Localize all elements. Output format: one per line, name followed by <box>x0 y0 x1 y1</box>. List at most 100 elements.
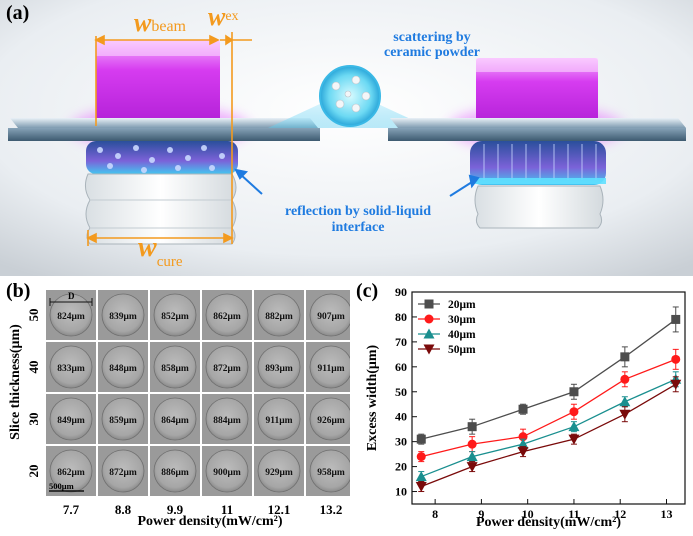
cured-disc <box>101 293 145 337</box>
data-point <box>466 462 478 473</box>
series-line <box>421 383 677 488</box>
cured-disc <box>153 345 197 389</box>
x-tick-label: 8 <box>432 507 438 521</box>
diameter-value: 864μm <box>161 416 189 426</box>
w-beam-subscript: beam <box>151 18 186 35</box>
diameter-value: 862μm <box>213 312 241 322</box>
liquid-layer-left <box>86 141 238 174</box>
x-tick-label: 10 <box>522 507 534 521</box>
w-beam-symbol: wbeam <box>134 10 186 40</box>
cured-disc <box>309 397 350 441</box>
legend-marker <box>424 314 434 324</box>
x-tick-label: 9 <box>478 507 484 521</box>
cured-disc <box>309 449 350 493</box>
series-line <box>421 358 676 458</box>
series-20μm <box>416 306 681 445</box>
diameter-value: 929μm <box>265 468 293 478</box>
x-tick-label: 13 <box>660 507 672 521</box>
glass-plate-left <box>8 128 320 141</box>
cured-disc <box>153 397 197 441</box>
legend-label: 30μm <box>448 314 476 326</box>
cured-disc <box>205 449 249 493</box>
diameter-value: 848μm <box>109 364 137 374</box>
micrograph-grid: 824μm 839μm 852μm 862μm 882μm 907μm 833μm 848μm… <box>26 288 350 517</box>
data-point <box>467 439 477 449</box>
legend-label: 40μm <box>448 329 476 341</box>
diameter-value: 907μm <box>317 312 345 322</box>
scattering-line-2: ceramic powder <box>383 45 481 60</box>
liquid-layer-right <box>470 141 606 185</box>
excess-width-chart: 8 9 10 11 12 13 10 20 30 40 50 60 70 80 90 Power densit… <box>365 285 686 530</box>
y-tick-label: 40 <box>395 410 407 424</box>
x-tick-label: 12 <box>614 507 626 521</box>
diameter-value: 926μm <box>317 416 345 426</box>
series-line <box>421 378 677 478</box>
panel-b-label: (b) <box>6 280 31 302</box>
diameter-value: 872μm <box>213 364 241 374</box>
cured-disc <box>101 397 145 441</box>
y-axis-label: Excess width(μm) <box>365 345 380 452</box>
y-tick-label: 20 <box>395 460 407 474</box>
diameter-value: 884μm <box>213 416 241 426</box>
col-label: 8.8 <box>115 502 132 517</box>
data-point <box>466 451 478 462</box>
data-point <box>568 421 580 432</box>
cured-disc <box>257 449 301 493</box>
diameter-value: 872μm <box>109 468 137 478</box>
annotation-arrows <box>234 168 480 197</box>
data-point <box>517 447 529 458</box>
cured-disc <box>101 345 145 389</box>
cured-disc <box>309 293 350 337</box>
diameter-value: 859μm <box>109 416 137 426</box>
w-ex-letter: w <box>208 2 226 31</box>
legend-label: 20μm <box>448 299 476 311</box>
col-label: 7.7 <box>63 502 80 517</box>
row-label: 20 <box>26 465 41 478</box>
y-tick-label: 30 <box>395 435 407 449</box>
cured-disc <box>257 397 301 441</box>
dimension-lines <box>86 32 252 246</box>
series-50μm <box>415 376 682 493</box>
legend-marker <box>424 299 434 309</box>
data-point <box>671 314 681 324</box>
data-point <box>568 434 580 445</box>
cured-disc <box>257 293 301 337</box>
cured-disc <box>49 293 93 337</box>
y-tick-label: 90 <box>395 285 407 299</box>
x-tick-label: 11 <box>568 507 579 521</box>
cured-disc <box>257 345 301 389</box>
diameter-value: 862μm <box>57 468 85 478</box>
col-label: 11 <box>221 502 233 517</box>
data-point <box>415 482 427 493</box>
x-axis-label: Power density(mW/cm²) <box>476 515 621 530</box>
y-tick-label: 70 <box>395 335 407 349</box>
scattering-line-1: scattering by <box>393 30 471 45</box>
data-point <box>416 434 426 444</box>
series-40μm <box>415 371 682 483</box>
diameter-label: D <box>68 291 75 301</box>
panel-b-micrograph-grid: (b) Slice thickness(μm) Power density(mW… <box>0 278 350 536</box>
reflection-line-2: interface <box>331 220 385 235</box>
diameter-value: 958μm <box>317 468 345 478</box>
diameter-value: 839μm <box>109 312 137 322</box>
panel-a-label: (a) <box>6 2 30 24</box>
data-point <box>467 422 477 432</box>
y-tick-label: 50 <box>395 385 407 399</box>
row-label: 40 <box>26 361 41 374</box>
reflection-line-1: reflection by solid-liquid <box>285 204 431 219</box>
diameter-value: 852μm <box>161 312 189 322</box>
panel-a-schematic: (a) wbeam wex wcure scattering by cerami… <box>0 0 693 276</box>
diameter-value: 858μm <box>161 364 189 374</box>
glass-plate-right <box>388 128 686 141</box>
y-tick-label: 10 <box>395 485 407 499</box>
w-beam-letter: w <box>134 8 152 37</box>
w-cure-subscript: cure <box>156 254 183 270</box>
diameter-value: 849μm <box>57 416 85 426</box>
reflection-annotation: reflection by solid-liquid interface <box>258 204 458 236</box>
data-point <box>620 352 630 362</box>
diameter-value: 824μm <box>57 312 85 322</box>
cured-disc <box>49 397 93 441</box>
w-ex-symbol: wex <box>208 4 239 30</box>
cured-disc <box>205 345 249 389</box>
data-point <box>518 404 528 414</box>
